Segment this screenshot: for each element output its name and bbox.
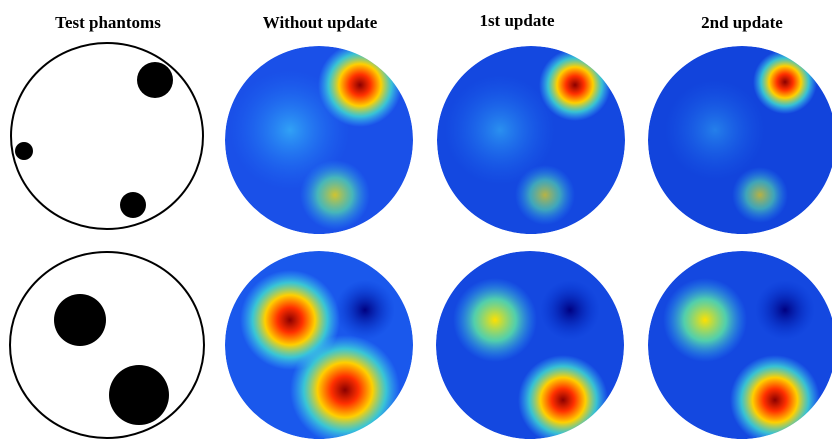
reconstruction: [225, 46, 413, 234]
column-header: 1st update: [479, 11, 555, 30]
phantom-1: [10, 42, 204, 230]
reconstruction: [648, 251, 832, 439]
reconstruction: [225, 251, 413, 439]
phantom-2: [9, 251, 205, 439]
reconstruction: [437, 46, 625, 234]
column-header: 2nd update: [701, 13, 783, 32]
reconstruction: [436, 251, 624, 439]
column-header: Without update: [263, 13, 378, 32]
column-header: Test phantoms: [55, 13, 161, 32]
reconstruction: [648, 46, 832, 234]
